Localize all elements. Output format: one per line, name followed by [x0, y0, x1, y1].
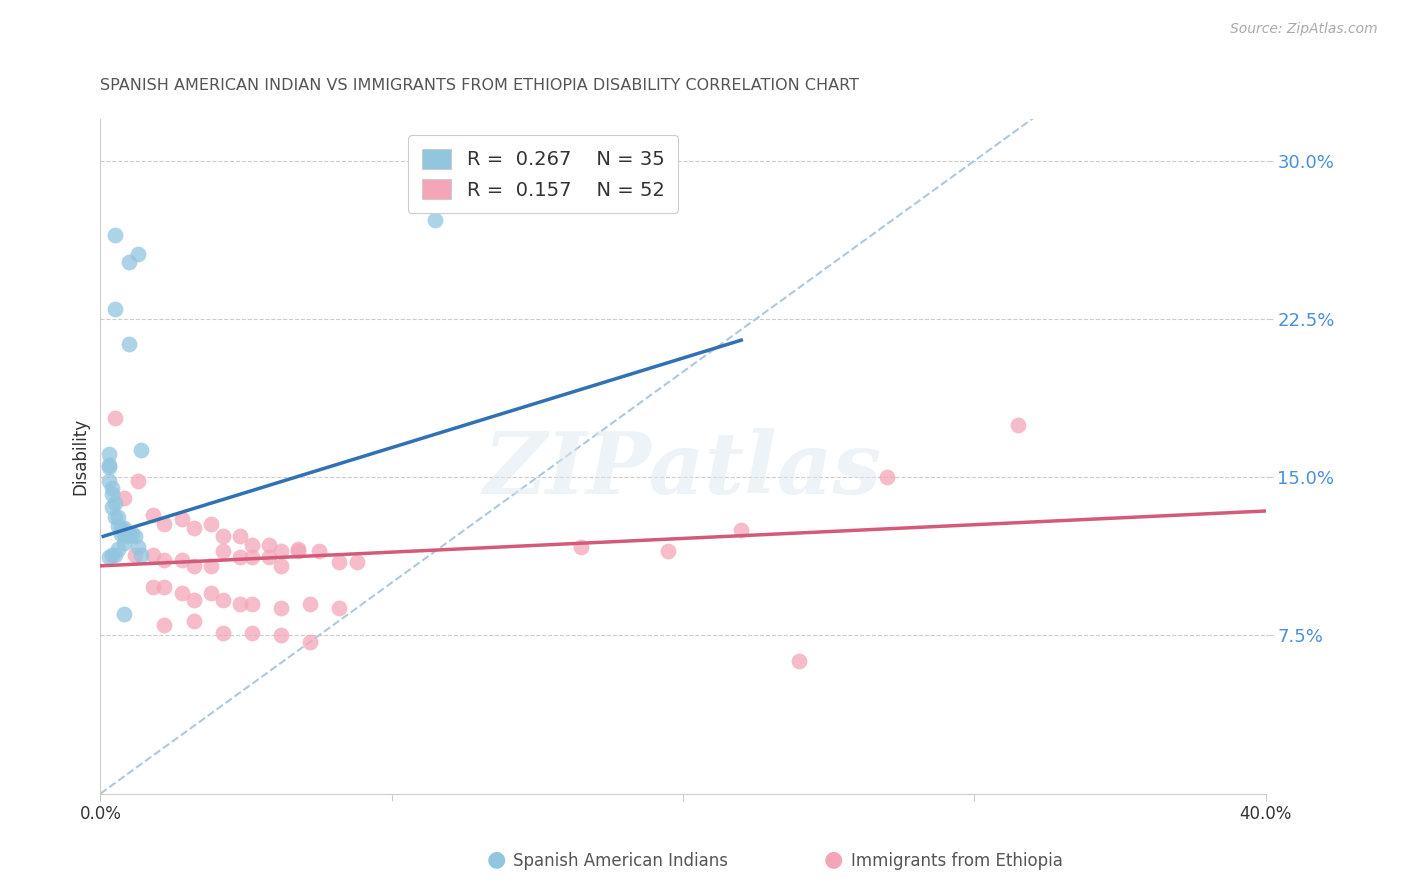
Point [270, 544, 292, 558]
Point [104, 227, 127, 242]
Point [112, 491, 135, 506]
Point [101, 487, 124, 501]
Point [211, 544, 233, 558]
Point [112, 535, 135, 549]
Point [115, 527, 138, 541]
Point [118, 337, 141, 351]
Point [170, 586, 193, 600]
Point [104, 411, 127, 425]
Point [876, 470, 898, 484]
Point [287, 541, 309, 556]
Point [107, 518, 129, 533]
Point [101, 549, 124, 563]
Point [107, 510, 129, 524]
Point [211, 592, 233, 607]
Point [121, 527, 143, 541]
Point [153, 552, 176, 566]
Point [211, 626, 233, 640]
Point [425, 213, 447, 227]
Point [110, 521, 132, 535]
Point [657, 544, 679, 558]
Point [101, 500, 124, 514]
Point [200, 516, 222, 531]
Point [115, 529, 138, 543]
Point [200, 558, 222, 573]
Point [153, 516, 176, 531]
Point [346, 555, 368, 569]
Point [129, 549, 152, 563]
Point [259, 550, 281, 565]
Point [112, 607, 135, 622]
Point [183, 521, 205, 535]
Point [127, 246, 149, 260]
Text: Source: ZipAtlas.com: Source: ZipAtlas.com [1230, 22, 1378, 37]
Text: ●: ● [824, 850, 844, 870]
Point [229, 597, 252, 611]
Point [183, 592, 205, 607]
Point [104, 495, 127, 509]
Point [127, 475, 149, 489]
Point [328, 555, 350, 569]
Point [129, 442, 152, 457]
Text: ZIPatlas: ZIPatlas [484, 428, 882, 511]
Point [299, 597, 322, 611]
Point [101, 481, 124, 495]
Point [142, 549, 165, 563]
Point [1007, 417, 1029, 432]
Point [270, 558, 292, 573]
Point [124, 529, 146, 543]
Point [98, 475, 121, 489]
Point [308, 544, 330, 558]
Text: ●: ● [486, 850, 506, 870]
Point [328, 601, 350, 615]
Point [211, 529, 233, 543]
Text: Immigrants from Ethiopia: Immigrants from Ethiopia [851, 852, 1063, 870]
Point [107, 541, 129, 556]
Point [229, 550, 252, 565]
Point [240, 550, 263, 565]
Point [730, 523, 752, 537]
Point [170, 552, 193, 566]
Point [240, 597, 263, 611]
Point [104, 549, 127, 563]
Point [104, 510, 127, 524]
Point [200, 586, 222, 600]
Point [110, 527, 132, 541]
Y-axis label: Disability: Disability [72, 417, 89, 495]
Point [240, 626, 263, 640]
Point [98, 459, 121, 474]
Point [299, 635, 322, 649]
Point [98, 550, 121, 565]
Point [127, 540, 149, 554]
Point [183, 558, 205, 573]
Point [118, 255, 141, 269]
Point [124, 549, 146, 563]
Point [170, 512, 193, 526]
Point [118, 527, 141, 541]
Point [142, 508, 165, 523]
Point [569, 540, 592, 554]
Point [142, 580, 165, 594]
Point [98, 447, 121, 461]
Point [153, 580, 176, 594]
Point [789, 654, 811, 668]
Point [229, 529, 252, 543]
Point [287, 544, 309, 558]
Point [112, 521, 135, 535]
Text: Spanish American Indians: Spanish American Indians [513, 852, 728, 870]
Point [259, 538, 281, 552]
Point [98, 458, 121, 472]
Point [270, 628, 292, 642]
Point [153, 618, 176, 632]
Point [183, 614, 205, 628]
Point [112, 527, 135, 541]
Point [240, 538, 263, 552]
Legend: R =  0.267    N = 35, R =  0.157    N = 52: R = 0.267 N = 35, R = 0.157 N = 52 [408, 135, 678, 213]
Point [104, 301, 127, 316]
Text: SPANISH AMERICAN INDIAN VS IMMIGRANTS FROM ETHIOPIA DISABILITY CORRELATION CHART: SPANISH AMERICAN INDIAN VS IMMIGRANTS FR… [100, 78, 859, 93]
Point [270, 601, 292, 615]
